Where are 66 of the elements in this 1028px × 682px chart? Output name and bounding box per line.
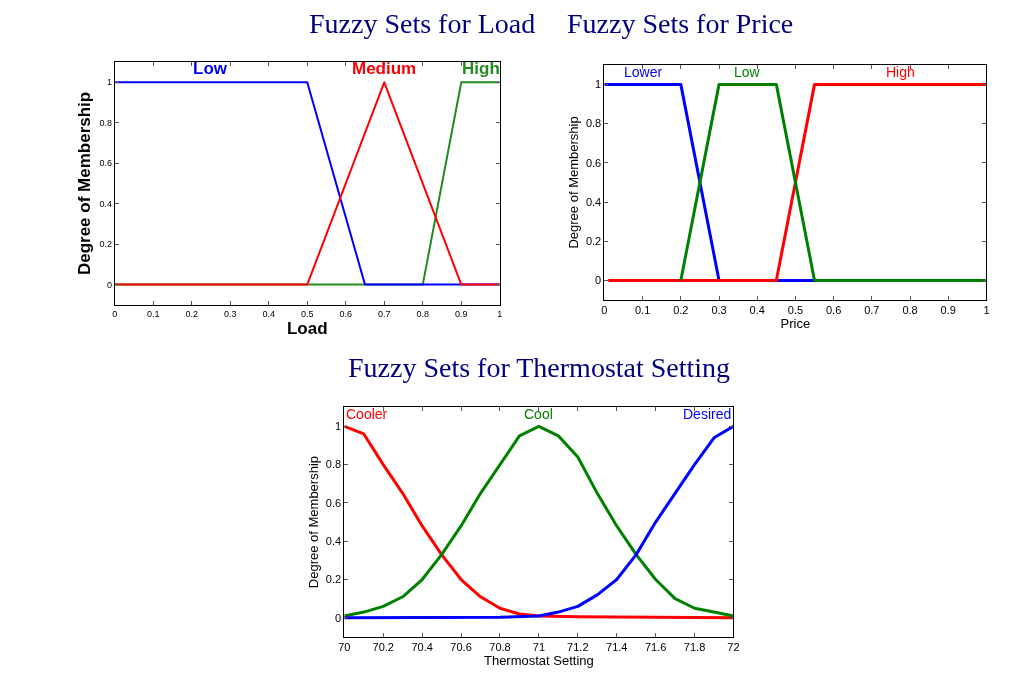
- y-tick-label: 0: [106, 279, 112, 290]
- x-tick-label: 1: [497, 308, 503, 319]
- series-label: Medium: [352, 59, 417, 78]
- x-axis-title: Load: [286, 318, 328, 338]
- y-tick-label: 0.2: [325, 573, 342, 586]
- x-tick-label: 0.1: [146, 308, 160, 319]
- series-label: Lower: [624, 64, 663, 80]
- y-tick-label: 0.2: [585, 235, 602, 248]
- series-label: High: [462, 59, 500, 78]
- x-tick-label: 71.2: [567, 641, 589, 654]
- y-tick-label: 1: [106, 77, 112, 88]
- x-tick-label: 71.4: [606, 641, 628, 654]
- x-tick-label: 0.5: [787, 304, 804, 317]
- x-tick-label: 0.5: [300, 308, 314, 319]
- x-tick-label: 0.2: [185, 308, 198, 319]
- x-tick-label: 70: [338, 641, 351, 654]
- series-label: Cooler: [346, 406, 388, 422]
- x-tick-label: 0.9: [455, 308, 468, 319]
- chart-title: Fuzzy Sets for Price: [567, 8, 794, 39]
- x-tick-label: 70.8: [489, 641, 511, 654]
- series-label: Low: [193, 59, 228, 78]
- x-tick-label: 0.4: [262, 308, 275, 319]
- x-tick-label: 0.3: [223, 308, 237, 319]
- y-tick-label: 0.6: [585, 156, 602, 169]
- x-tick-label: 0.8: [416, 308, 430, 319]
- y-tick-label: 0: [595, 274, 602, 287]
- x-tick-label: 0.1: [634, 304, 651, 317]
- y-tick-label: 0.2: [99, 239, 112, 250]
- x-tick-label: 71: [532, 641, 546, 654]
- x-tick-label: 71.6: [644, 641, 667, 654]
- series-label: Cool: [524, 406, 553, 422]
- x-tick-label: 70.2: [372, 641, 394, 654]
- x-tick-label: 72: [727, 641, 740, 654]
- y-tick-label: 1: [595, 78, 602, 91]
- y-tick-label: 0.8: [325, 458, 342, 471]
- y-tick-label: 0.4: [325, 535, 342, 548]
- y-tick-label: 0.8: [585, 117, 602, 130]
- x-tick-label: 0.7: [377, 308, 391, 319]
- y-axis-title: Degree of Membership: [305, 455, 321, 589]
- x-tick-label: 0.8: [902, 304, 918, 317]
- series-label: Desired: [683, 406, 732, 422]
- x-tick-label: 71.8: [683, 641, 706, 654]
- chart-title: Fuzzy Sets for Load: [309, 8, 536, 39]
- y-tick-label: 0.4: [585, 195, 602, 208]
- x-axis-title: Thermostat Setting: [483, 653, 594, 669]
- y-tick-label: 0.8: [99, 117, 112, 128]
- x-tick-label: 0.4: [749, 304, 765, 317]
- x-tick-label: 0.9: [940, 304, 956, 317]
- y-tick-label: 0.6: [325, 496, 342, 509]
- x-tick-label: 1: [983, 304, 990, 317]
- x-tick-label: 70.6: [450, 641, 472, 654]
- y-axis-title: Degree of Membership: [565, 116, 581, 249]
- x-tick-label: 0.2: [673, 304, 689, 317]
- y-tick-label: 0.6: [99, 158, 112, 169]
- y-tick-label: 1: [335, 420, 342, 433]
- x-tick-label: 0.7: [864, 304, 880, 317]
- y-axis-title: Degree of Membership: [74, 91, 94, 276]
- chart-title: Fuzzy Sets for Thermostat Setting: [348, 352, 731, 383]
- series-label: High: [886, 64, 915, 80]
- y-tick-label: 0.4: [99, 198, 112, 209]
- x-tick-label: 0.3: [711, 304, 727, 317]
- y-tick-label: 0: [335, 611, 342, 624]
- series-label: Low: [734, 64, 761, 80]
- x-axis-title: Price: [780, 316, 811, 332]
- x-tick-label: 70.4: [411, 641, 433, 654]
- x-tick-label: 0.6: [825, 304, 842, 317]
